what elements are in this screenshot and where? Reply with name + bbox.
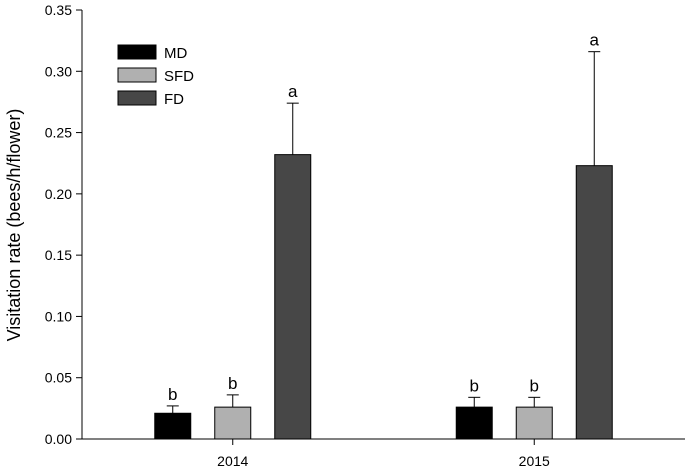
y-axis-title: Visitation rate (bees/h/flower) — [4, 109, 24, 342]
y-tick-label-5: 0.25 — [45, 125, 72, 141]
y-tick-label-1: 0.05 — [45, 370, 72, 386]
x-tick-label-1: 2015 — [519, 453, 550, 469]
legend-swatch-md — [117, 44, 157, 60]
y-tick-label-0: 0.00 — [45, 431, 72, 447]
legend-swatch-fd — [117, 90, 157, 106]
bar-md-2015 — [455, 406, 493, 440]
bar-sfd-2014 — [214, 406, 252, 440]
legend: MD SFD FD — [117, 44, 194, 108]
significance-label-md-2015: b — [470, 376, 479, 395]
y-tick-label-6: 0.30 — [45, 63, 72, 79]
significance-label-fd-2015: a — [590, 31, 600, 50]
x-tick-label-0: 2014 — [217, 453, 248, 469]
y-tick-label-2: 0.10 — [45, 308, 72, 324]
significance-label-sfd-2015: b — [530, 376, 539, 395]
significance-label-sfd-2014: b — [228, 374, 237, 393]
y-tick-label-7: 0.35 — [45, 2, 72, 18]
significance-label-fd-2014: a — [288, 82, 298, 101]
significance-label-md-2014: b — [168, 385, 177, 404]
legend-label-sfd: SFD — [164, 68, 194, 85]
bar-fd-2015 — [575, 165, 613, 440]
legend-swatch-sfd — [117, 67, 157, 83]
bar-sfd-2015 — [515, 406, 553, 440]
legend-label-fd: FD — [164, 91, 184, 108]
bar-md-2014 — [154, 412, 192, 440]
y-tick-label-4: 0.20 — [45, 186, 72, 202]
bar-fd-2014 — [274, 154, 312, 440]
bars: b b b b a a — [154, 31, 613, 440]
legend-label-md: MD — [164, 45, 187, 62]
y-tick-label-3: 0.15 — [45, 247, 72, 263]
